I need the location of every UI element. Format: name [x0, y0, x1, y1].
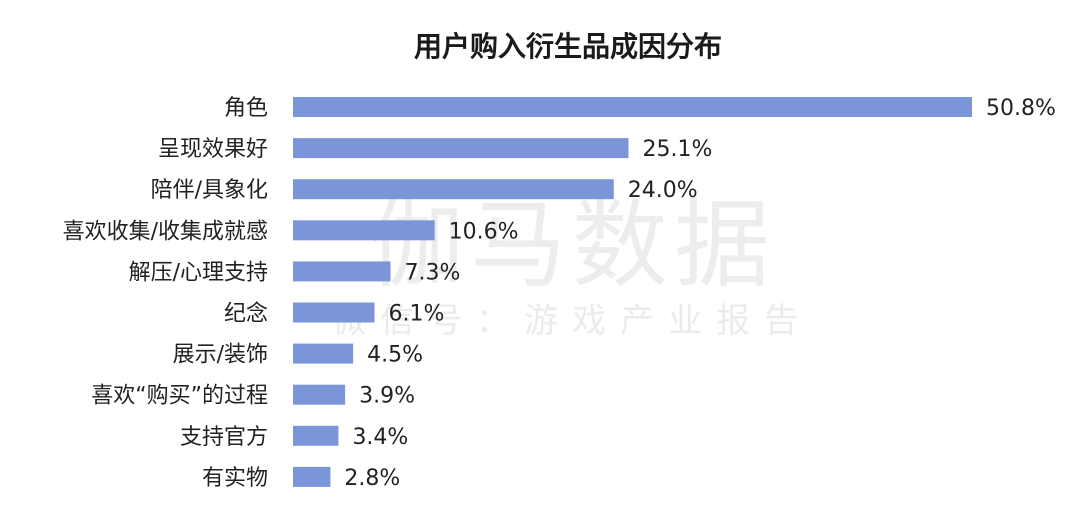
bar — [293, 384, 346, 405]
chart-title: 用户购入衍生品成因分布 — [414, 30, 722, 63]
category-label: 陪伴/具象化 — [151, 178, 268, 203]
category-label: 喜欢收集/收集成就感 — [63, 219, 268, 244]
bar — [293, 466, 331, 487]
value-label: 6.1% — [389, 302, 445, 327]
bar — [293, 179, 614, 200]
value-label: 10.6% — [449, 219, 519, 244]
bar — [293, 425, 339, 446]
bar — [293, 97, 972, 117]
bar — [293, 302, 375, 323]
bar — [293, 138, 629, 159]
bar — [293, 261, 391, 282]
category-label: 有实物 — [202, 466, 268, 491]
watermark-main: 伽马数据 — [368, 189, 776, 301]
bars-group: 角色 50.8% 呈现效果好 25.1% 陪伴/具象化 24.0% 喜欢收集/收集成就感 10… — [63, 96, 1056, 491]
category-label: 纪念 — [224, 302, 268, 327]
bar — [293, 343, 354, 364]
value-label: 3.4% — [352, 425, 408, 450]
value-label: 2.8% — [344, 466, 400, 491]
value-label: 7.3% — [405, 260, 461, 285]
category-label: 呈现效果好 — [158, 137, 268, 162]
value-label: 3.9% — [359, 384, 415, 409]
watermark-sub: 微信号：游戏产业报告 — [332, 301, 812, 341]
category-label: 支持官方 — [180, 425, 268, 450]
value-label: 24.0% — [628, 178, 698, 203]
category-label: 展示/装饰 — [173, 343, 268, 368]
category-label: 喜欢“购买”的过程 — [91, 384, 268, 409]
value-label: 4.5% — [367, 343, 423, 368]
bar — [293, 220, 435, 241]
category-label: 解压/心理支持 — [129, 260, 268, 285]
category-label: 角色 — [224, 96, 268, 121]
value-label: 50.8% — [986, 96, 1056, 121]
value-label: 25.1% — [642, 137, 712, 162]
